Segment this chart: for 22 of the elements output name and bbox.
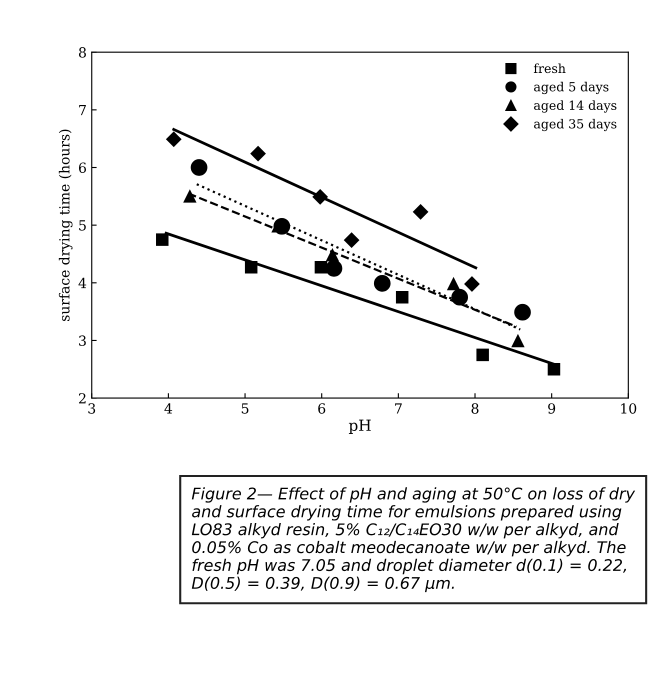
y-tick-label: 4 [78,278,86,288]
y-tick-label: 2 [78,393,86,404]
y-axis-title: surface drying time (hours) [58,130,72,322]
y-tick-label: 8 [78,47,86,58]
x-tick-label: 9 [548,403,556,414]
x-tick-label: 5 [242,403,248,414]
y-tick-label: 6 [78,162,86,173]
legend-label: aged 35 days [534,118,616,132]
x-tick-label: 4 [164,403,172,414]
legend-label: fresh [534,63,566,74]
x-tick-label: 8 [472,403,478,414]
x-tick-label: 7 [395,403,402,414]
y-tick-label: 3 [79,335,86,346]
legend-label: aged 5 days [534,82,608,94]
x-tick-label: 10 [621,403,636,414]
legend-label: aged 14 days [534,100,616,113]
y-tick-label: 7 [79,105,86,116]
y-tick-label: 5 [79,220,86,231]
x-tick-label: 3 [88,403,96,414]
caption: Figure 2— Effect of pH and aging at 50°C on loss of dry and surface drying time for emulsions prepared using LO83 alkyd resin, 5% C₁₂/C₁₄EO30 w/w per alkyd, and 0.05% Co as cobalt meodecanoate w/w per alkyd. The fresh pH was 7.05 and droplet diameter d(0.1) = 0.22, D(0.5) = 0.39, D(0.9) = 0.67 µm. [192,487,636,592]
x-tick-label: 6 [318,403,326,414]
x-axis-title: pH [348,420,371,434]
